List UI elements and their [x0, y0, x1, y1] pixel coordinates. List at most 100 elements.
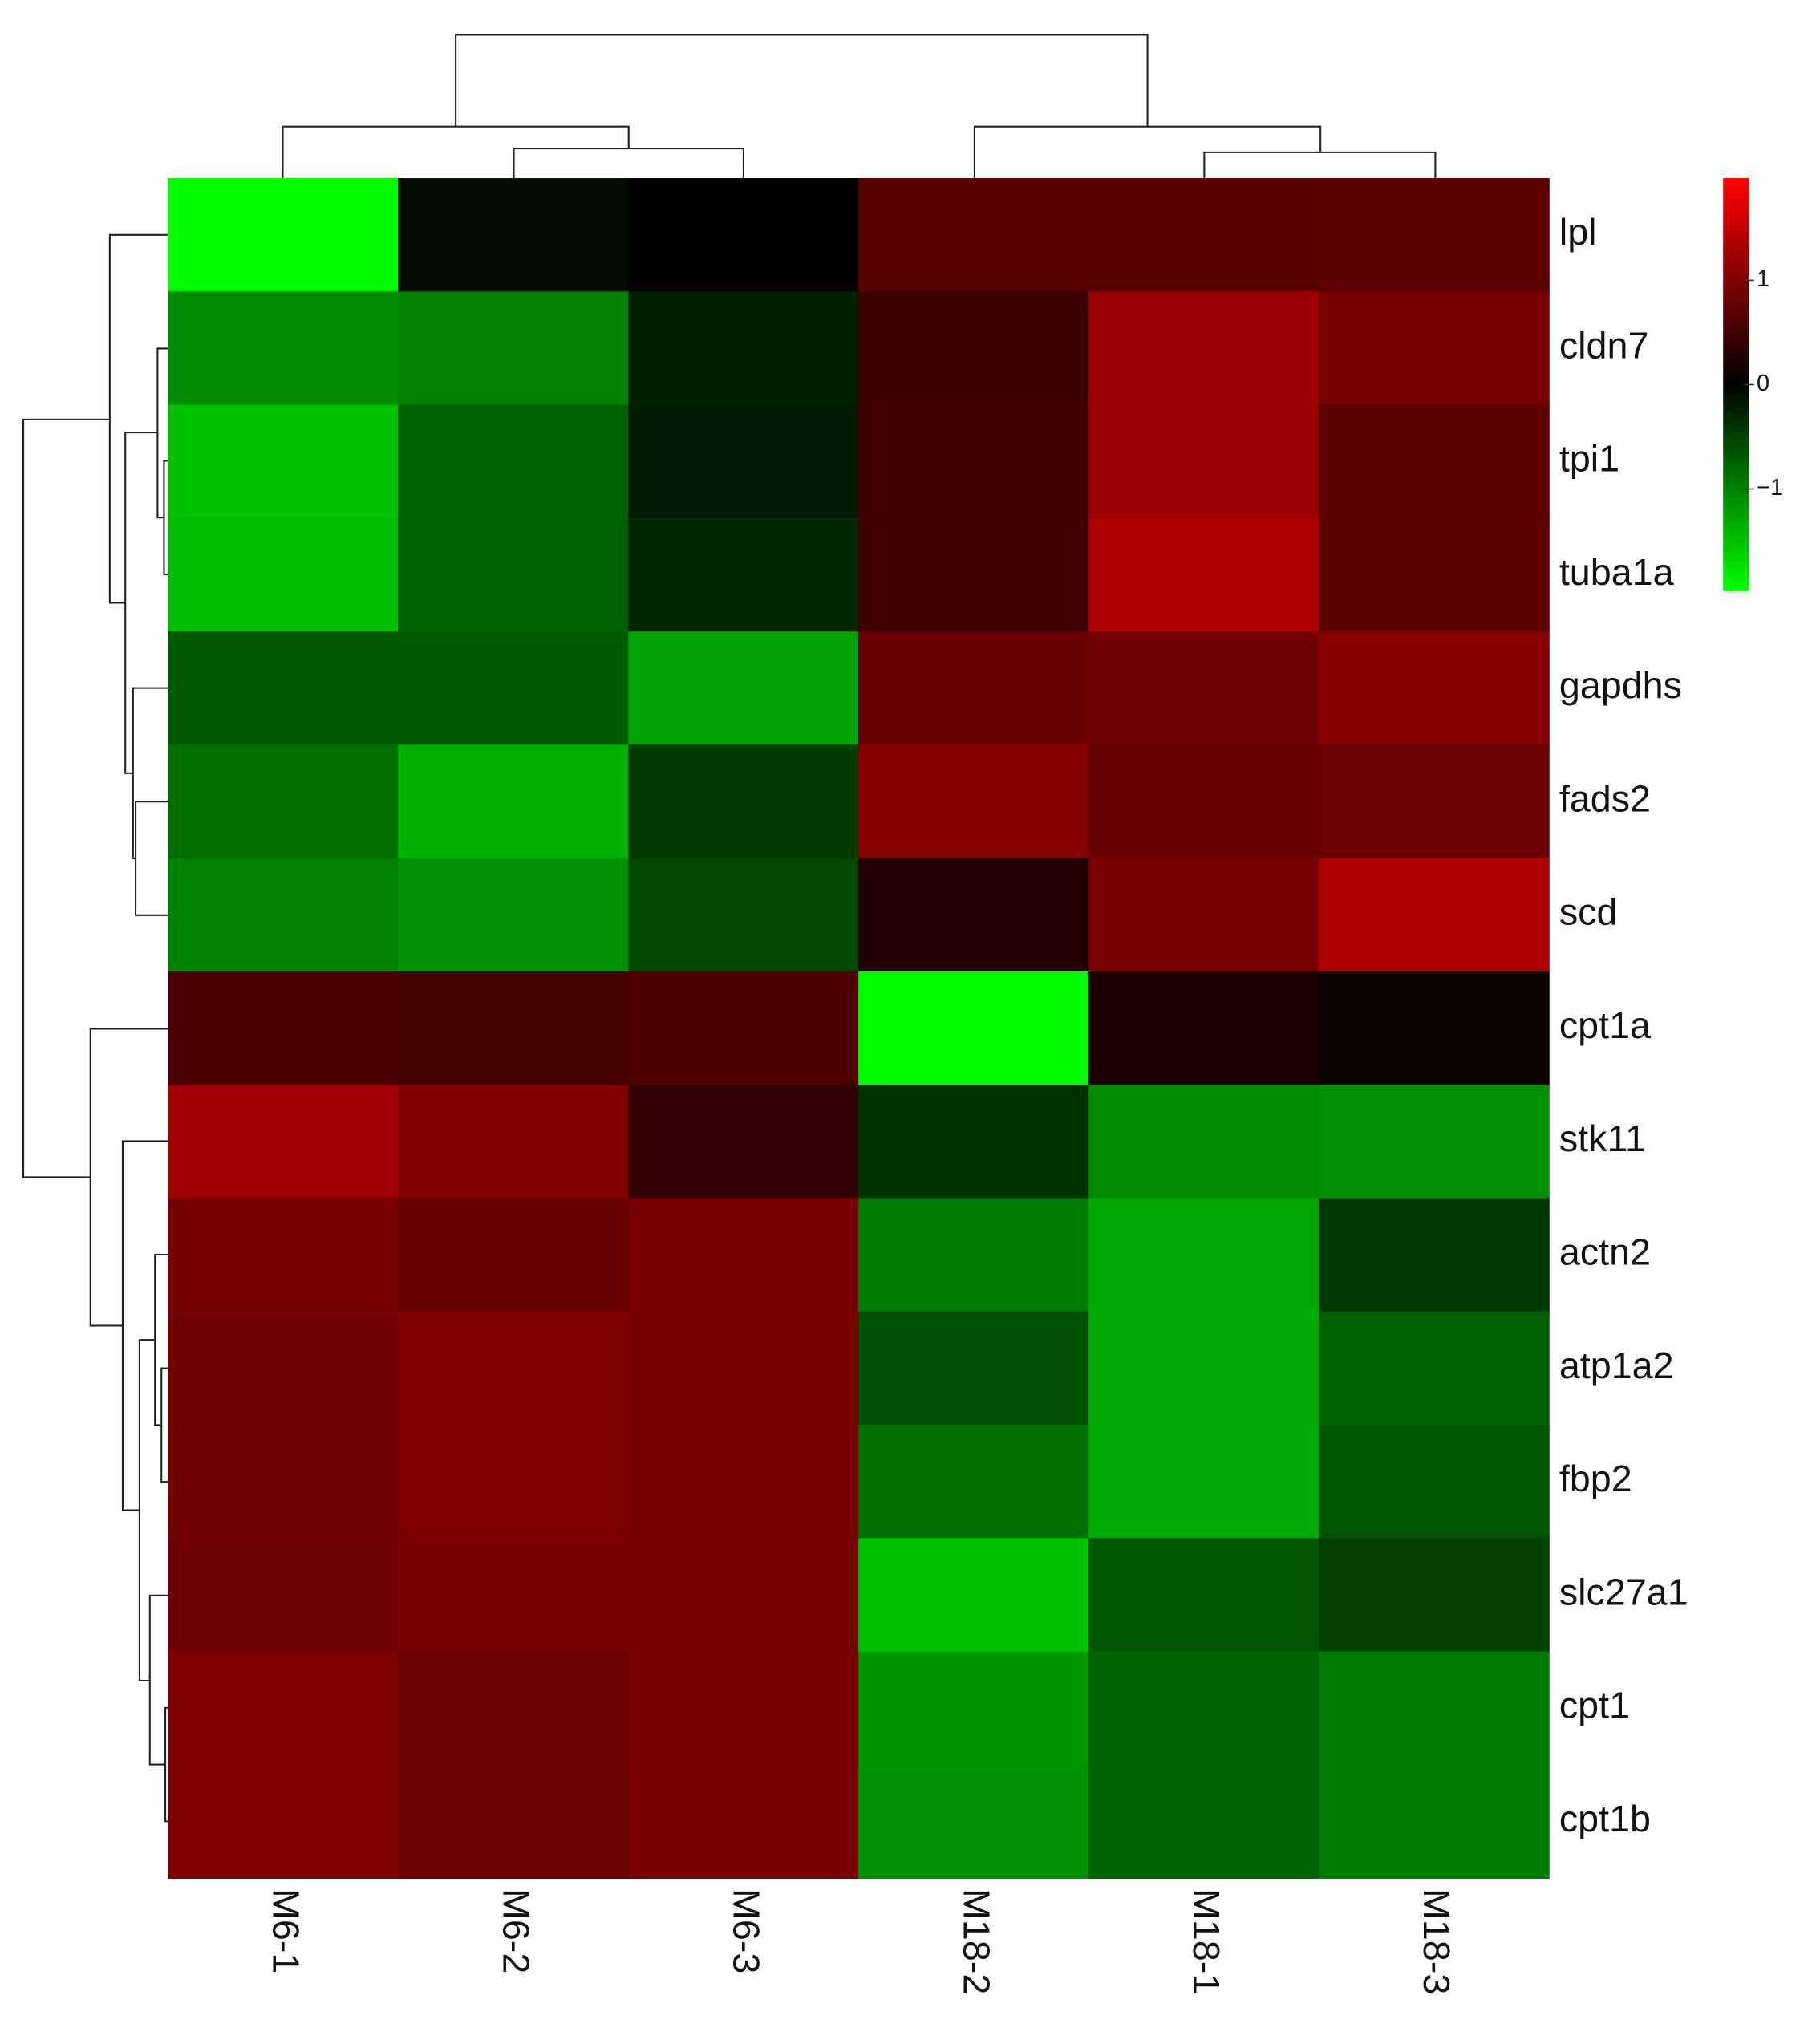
heatmap-cell [398, 1425, 629, 1539]
heatmap-cell [858, 1764, 1089, 1879]
heatmap-cell [628, 1198, 859, 1312]
column-label: M18-1 [1186, 1888, 1227, 1994]
heatmap-cell [398, 291, 629, 406]
column-label: M6-3 [725, 1888, 767, 1973]
row-label: lpl [1559, 211, 1597, 253]
heatmap-cell [398, 744, 629, 859]
heatmap-cell [1319, 517, 1550, 632]
heatmap-cell [168, 1538, 399, 1653]
heatmap-cell [628, 1651, 859, 1766]
heatmap-cell [398, 1651, 629, 1766]
heatmap-cell [858, 291, 1089, 406]
heatmap-cell [1088, 1538, 1319, 1653]
heatmap-cell [168, 1764, 399, 1879]
heatmap-cell [168, 517, 399, 632]
heatmap-cell [398, 1085, 629, 1199]
row-label: slc27a1 [1559, 1571, 1688, 1612]
colorbar-tick-label: 1 [1757, 266, 1769, 292]
heatmap-cell [168, 1198, 399, 1312]
heatmap-cell [398, 517, 629, 632]
heatmap-cell [168, 178, 399, 293]
heatmap-cell [858, 858, 1089, 972]
heatmap-cell [1088, 1651, 1319, 1766]
heatmap-cell [1319, 1538, 1550, 1653]
column-label: M18-2 [955, 1888, 997, 1994]
heatmap-cell [858, 971, 1089, 1086]
heatmap-cell [1088, 517, 1319, 632]
heatmap-cell [398, 631, 629, 746]
row-label: gapdhs [1559, 664, 1682, 706]
heatmap-cell [858, 517, 1089, 632]
column-label: M6-1 [265, 1888, 306, 1973]
heatmap-cell [1319, 1651, 1550, 1766]
heatmap-cell [1319, 404, 1550, 519]
heatmap-cell [1088, 178, 1319, 293]
row-label: actn2 [1559, 1231, 1651, 1272]
row-dendrogram [22, 233, 168, 1823]
heatmap-cell [1319, 1764, 1550, 1879]
heatmap-cell [1319, 1311, 1550, 1426]
heatmap-cell [628, 1425, 859, 1539]
heatmap-cell [628, 1538, 859, 1653]
heatmap-cell [398, 1764, 629, 1879]
row-label: scd [1559, 891, 1618, 933]
row-label: fbp2 [1559, 1458, 1632, 1499]
heatmap-cell [628, 291, 859, 406]
row-label: tuba1a [1559, 551, 1674, 593]
heatmap-cell [1088, 858, 1319, 972]
heatmap-cell [858, 744, 1089, 859]
heatmap-cell [1319, 858, 1550, 972]
row-label: stk11 [1559, 1117, 1646, 1159]
heatmap-cell [628, 744, 859, 859]
heatmap-cell [858, 1538, 1089, 1653]
heatmap-cell [1319, 971, 1550, 1086]
heatmap-cell [1088, 1764, 1319, 1879]
heatmap-cell [628, 178, 859, 293]
heatmap-cell [398, 1538, 629, 1653]
heatmap-cell [168, 971, 399, 1086]
heatmap-cell [168, 1311, 399, 1426]
heatmap-cell [628, 404, 859, 519]
heatmap-cell [1088, 1085, 1319, 1199]
heatmap-cell [1088, 404, 1319, 519]
heatmap-cell [1088, 1311, 1319, 1426]
heatmap-cell [628, 517, 859, 632]
colorbar-tick-label: −1 [1757, 475, 1783, 501]
heatmap-cell [628, 1311, 859, 1426]
heatmap-cell [168, 631, 399, 746]
heatmap-cell [628, 858, 859, 972]
heatmap-cell [1319, 178, 1550, 293]
heatmap-cell [858, 404, 1089, 519]
heatmap-cell [1319, 1085, 1550, 1199]
heatmap-cell [1088, 1198, 1319, 1312]
row-label: tpi1 [1559, 438, 1619, 480]
row-label: cpt1b [1559, 1798, 1651, 1839]
heatmap-cell [858, 1311, 1089, 1426]
heatmap-cell [1088, 631, 1319, 746]
heatmap-cell [168, 1085, 399, 1199]
heatmap-cell [168, 744, 399, 859]
column-label: M6-2 [495, 1888, 537, 1973]
heatmap-cell [858, 1425, 1089, 1539]
heatmap-cell [398, 858, 629, 972]
heatmap-cell [1319, 631, 1550, 746]
heatmap-cell [1088, 1425, 1319, 1539]
heatmap-cell [1319, 291, 1550, 406]
heatmap-cell [858, 178, 1089, 293]
heatmap-cell [858, 631, 1089, 746]
heatmap-cell [1319, 1198, 1550, 1312]
heatmap-cell [1088, 744, 1319, 859]
column-label: M18-3 [1416, 1888, 1457, 1994]
row-label: atp1a2 [1559, 1345, 1674, 1386]
column-dendrogram [282, 34, 1437, 179]
heatmap-cell [398, 178, 629, 293]
heatmap-cell [168, 291, 399, 406]
heatmap-cell [168, 1425, 399, 1539]
heatmap-cell [1088, 971, 1319, 1086]
heatmap-cell [168, 1651, 399, 1766]
heatmap-cell [858, 1198, 1089, 1312]
heatmap-cell [168, 404, 399, 519]
heatmap-cell [858, 1085, 1089, 1199]
row-label: cldn7 [1559, 324, 1649, 366]
heatmap-cell [858, 1651, 1089, 1766]
